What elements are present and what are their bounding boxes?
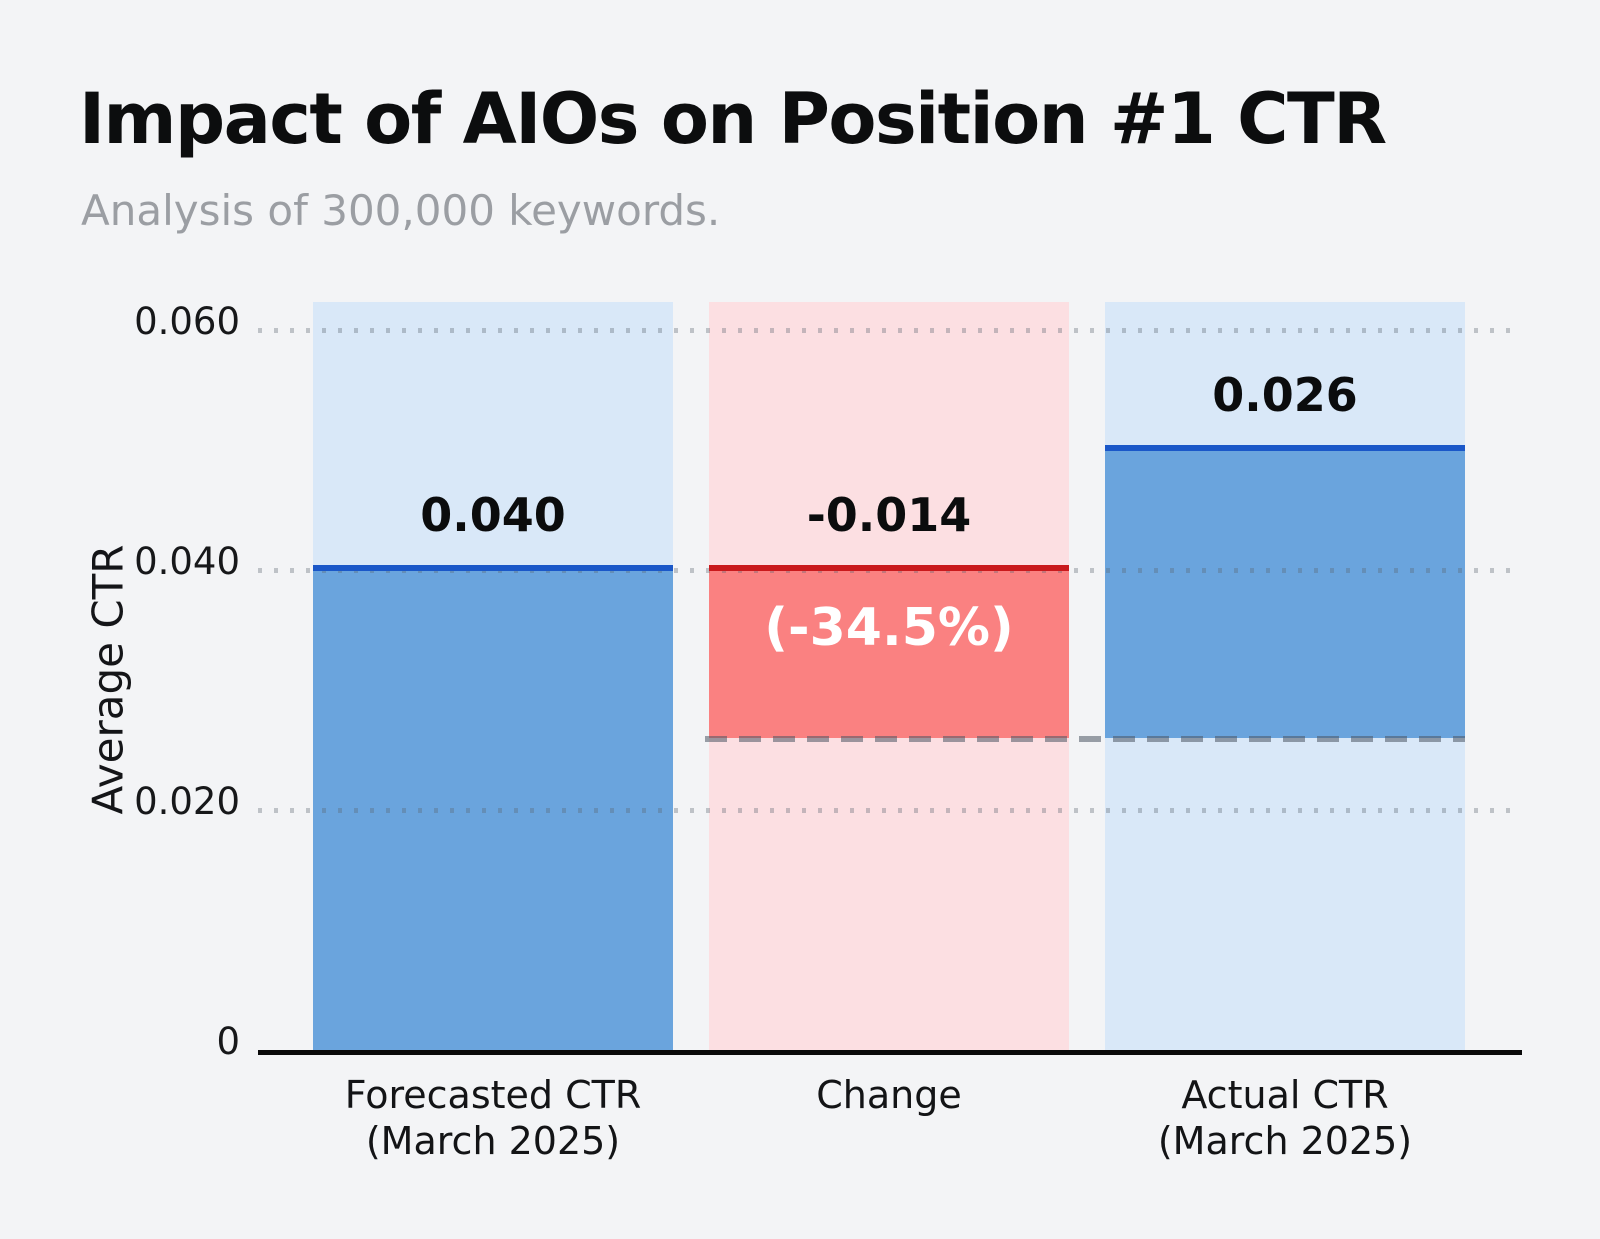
x-category-label-line: (March 2025) (1157, 1119, 1413, 1163)
x-category-label: Change (669, 1072, 1109, 1118)
chart-subtitle: Analysis of 300,000 keywords. (81, 186, 721, 235)
bar-segment (1105, 450, 1465, 738)
x-category-label-line: (March 2025) (365, 1119, 621, 1163)
bar-value-label: 0.026 (1212, 368, 1358, 422)
bar-segment (709, 570, 1069, 738)
y-tick-label: 0.060 (134, 300, 240, 343)
x-category-label-line: Actual CTR (1181, 1073, 1389, 1117)
bar-top-edge (1105, 445, 1465, 451)
x-category-label: Forecasted CTR (March 2025) (273, 1072, 713, 1164)
dotted-gridline (258, 328, 1522, 333)
bar-value-label: 0.040 (420, 488, 566, 542)
y-tick-label: 0 (216, 1020, 240, 1063)
x-category-label-line: Change (816, 1073, 962, 1117)
bar-segment (313, 570, 673, 1050)
y-tick-label: 0.040 (134, 540, 240, 583)
bar-inner-percent-label: (-34.5%) (764, 598, 1014, 658)
x-category-label-line: Forecasted CTR (344, 1073, 642, 1117)
dotted-gridline (258, 808, 1522, 813)
y-tick-label: 0.020 (134, 780, 240, 823)
x-axis-line (258, 1050, 1522, 1055)
x-category-label: Actual CTR (March 2025) (1065, 1072, 1505, 1164)
bar-value-label: -0.014 (806, 488, 972, 542)
bar-top-edge (709, 565, 1069, 571)
chart-title: Impact of AIOs on Position #1 CTR (79, 78, 1387, 160)
bar-top-edge (313, 565, 673, 571)
dashed-change-level-line (705, 736, 1465, 742)
